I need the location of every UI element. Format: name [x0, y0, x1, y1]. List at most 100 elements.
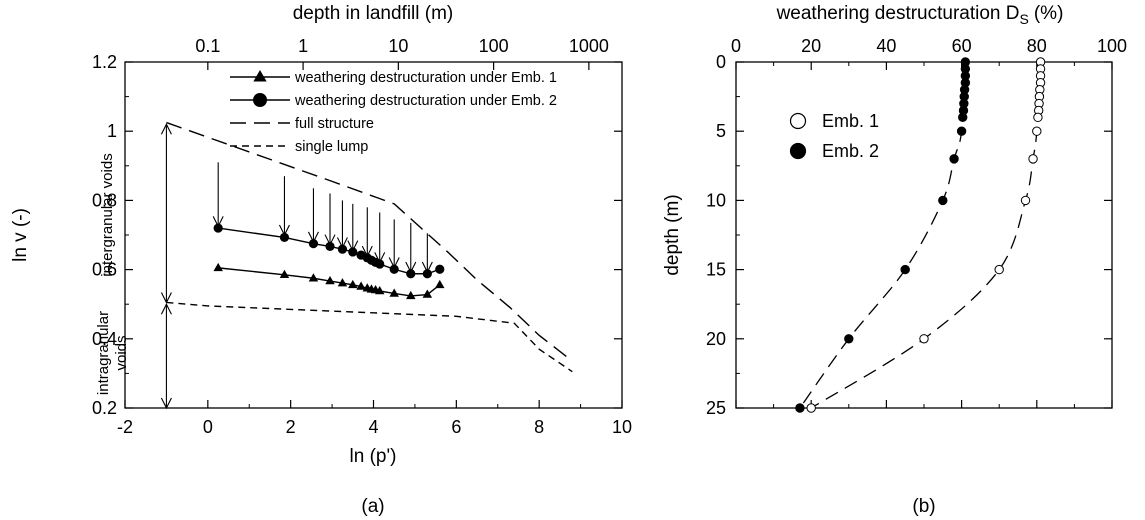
- y-tick-label-a: 1.2: [92, 52, 117, 72]
- x-tick-label-a: 10: [612, 417, 632, 437]
- x-tick-label-a: 4: [368, 417, 378, 437]
- legend-triangle-a: [253, 70, 267, 82]
- circle-point: [406, 269, 416, 279]
- circle-point: [213, 223, 223, 233]
- intergranular-arrow-head-down: [160, 292, 172, 304]
- circle-point: [375, 259, 385, 269]
- triangle-point: [374, 286, 385, 295]
- y-tick-label-a: 0.2: [92, 398, 117, 418]
- panel-label-a: (a): [361, 496, 384, 517]
- axis-ticks-b: [735, 61, 1113, 409]
- markers-a: [213, 223, 445, 300]
- legend-b: Emb. 1 Emb. 2: [789, 111, 879, 161]
- y-tick-label-a: 0.8: [92, 190, 117, 210]
- filled-circle-point: [958, 112, 968, 123]
- legend-a: weathering destructuration under Emb. 1 w…: [230, 70, 557, 155]
- filled-circle-point: [949, 154, 959, 164]
- plot-frame-b: [735, 61, 1113, 409]
- y-tick-label-b: 10: [706, 190, 726, 210]
- series-line-1: [218, 227, 441, 275]
- x-tick-label-a: 2: [286, 417, 296, 437]
- triangle-point: [308, 273, 319, 282]
- filled-circle-point: [938, 195, 948, 206]
- legend-label-a: single lump: [295, 139, 368, 155]
- legend-label-a: weathering destructuration under Emb. 2: [294, 93, 557, 109]
- triangle-point: [422, 289, 433, 298]
- circle-point: [435, 264, 445, 274]
- top-axis-label-a: depth in landfill (m): [293, 3, 454, 24]
- top-tick-label-a: 10: [388, 36, 408, 56]
- triangle-point: [435, 279, 445, 289]
- open-circle-point: [1033, 112, 1043, 123]
- filled-circle-point: [900, 264, 910, 275]
- triangle-point: [356, 281, 366, 290]
- triangle-point: [213, 262, 223, 272]
- open-circle-point: [1032, 126, 1042, 136]
- y-axis-label-b: depth (m): [662, 194, 683, 275]
- plot-frame-a: [124, 61, 623, 409]
- series-line-3: [166, 301, 573, 373]
- legend-label-b: Emb. 2: [822, 141, 879, 161]
- y-tick-label-b: 15: [706, 260, 726, 280]
- legend-marker-b: [789, 112, 807, 130]
- y-tick-label-b: 20: [706, 329, 726, 349]
- intragranular-arrow-head-up: [160, 302, 172, 315]
- circle-point: [337, 244, 348, 254]
- legend-label-b: Emb. 1: [822, 111, 879, 131]
- y-tick-label-b: 0: [716, 52, 726, 72]
- chart-a: -2 0 2 4 6 8 10 0.2 0.4 0.6 0.8 1 1.2 0.1 1 10 100 1000 w…: [10, 3, 632, 517]
- legend-label-a: full structure: [295, 116, 374, 132]
- intergranular-arrow-head-up: [160, 123, 172, 135]
- panel-label-b: (b): [912, 496, 935, 517]
- annotation-intergranular: intergranular voids: [99, 153, 116, 276]
- y-axis-label-a: ln v (-): [10, 208, 31, 262]
- series-lines-a: [166, 121, 573, 373]
- x-tick-label-a: -2: [117, 417, 133, 437]
- circle-point: [348, 247, 358, 257]
- triangle-point: [279, 269, 290, 279]
- x-tick-label-a: 6: [451, 417, 461, 437]
- legend-label-a: weathering destructuration under Emb. 1: [294, 70, 557, 86]
- y-tick-label-a: 0.4: [92, 329, 117, 349]
- x-tick-label-b: 40: [876, 36, 896, 56]
- open-circle-point: [994, 264, 1004, 275]
- legend-marker-b: [789, 142, 807, 160]
- chart-b: 0 20 40 60 80 100 0 5 10 15 20 25 Emb. 1 Emb. 2 weat…: [662, 3, 1127, 517]
- circle-point: [279, 232, 290, 243]
- markers-b: [795, 57, 1046, 413]
- intragranular-arrow-head-down: [160, 397, 172, 410]
- top-tick-label-a: 100: [479, 36, 509, 56]
- annotation-intragranular-1: intragranular: [95, 311, 112, 395]
- x-tick-label-b: 80: [1027, 36, 1047, 56]
- x-axis-label-b: weathering destructuration DS (%): [776, 3, 1064, 27]
- y-tick-label-b: 25: [706, 398, 726, 418]
- x-tick-label-b: 20: [801, 36, 821, 56]
- x-tick-label-b: 0: [731, 36, 741, 56]
- open-circle-point: [919, 334, 929, 344]
- filled-circle-point: [956, 126, 967, 136]
- triangle-point: [325, 276, 335, 285]
- open-circle-point: [1028, 154, 1038, 164]
- x-axis-label-a: ln (p'): [350, 446, 397, 467]
- triangle-point: [337, 278, 348, 287]
- tick-labels-a: -2 0 2 4 6 8 10 0.2 0.4 0.6 0.8 1 1.2 0.1 1 10 100 1000: [92, 36, 632, 437]
- axis-ticks-a: [124, 61, 623, 409]
- x-tick-label-b: 60: [952, 36, 972, 56]
- x-tick-label-a: 8: [534, 417, 544, 437]
- top-tick-label-a: 1000: [569, 36, 609, 56]
- legend-circle-a: [253, 93, 267, 107]
- top-tick-label-a: 1: [298, 36, 308, 56]
- annotation-intragranular-2: voids: [113, 335, 130, 370]
- open-circle-point: [806, 403, 816, 413]
- circle-point: [308, 239, 319, 249]
- y-tick-label-a: 1: [107, 121, 117, 141]
- tick-labels-b: 0 20 40 60 80 100 0 5 10 15 20 25: [706, 36, 1127, 418]
- y-tick-label-a: 0.6: [92, 260, 117, 280]
- top-tick-label-a: 0.1: [195, 36, 220, 56]
- open-circle-point: [1020, 195, 1031, 206]
- triangle-point: [389, 288, 399, 297]
- y-tick-label-b: 5: [716, 121, 726, 141]
- triangle-point: [406, 290, 416, 300]
- x-tick-label-b: 100: [1097, 36, 1127, 56]
